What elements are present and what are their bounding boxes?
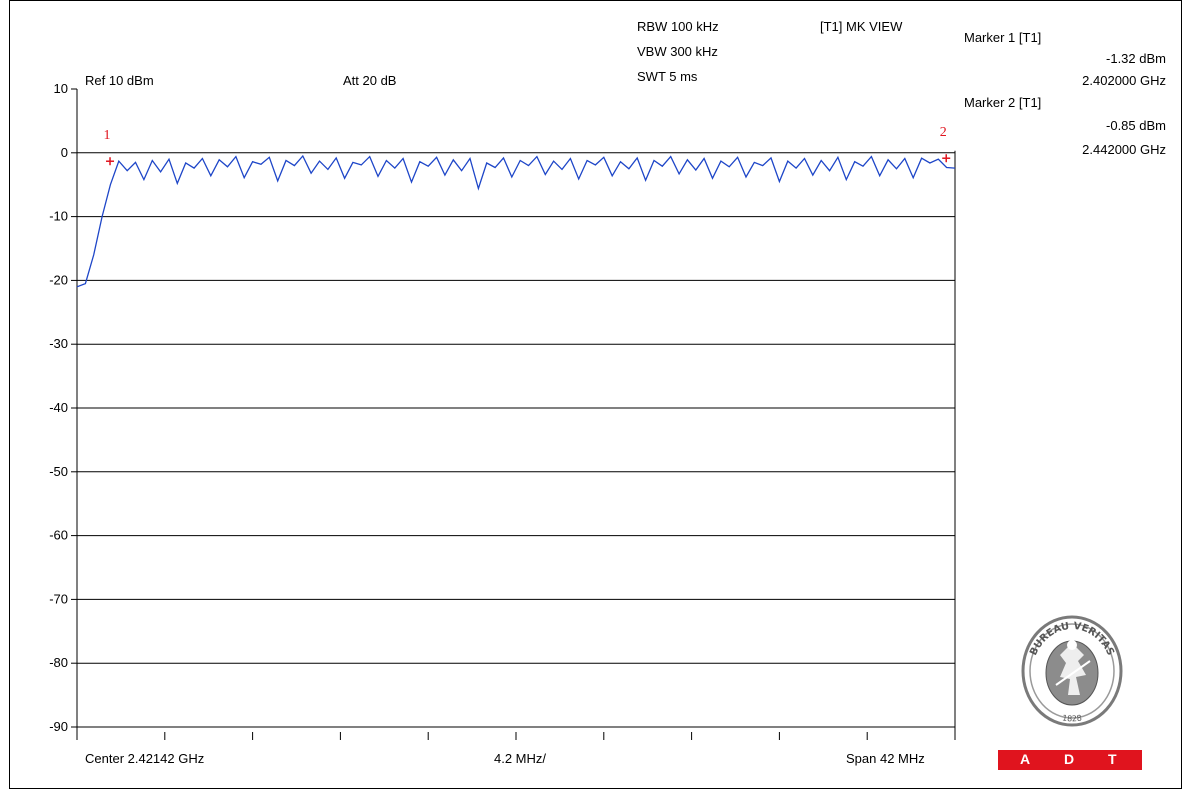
division: 4.2 MHz/ bbox=[494, 751, 547, 766]
center-frequency: Center 2.42142 GHz bbox=[85, 751, 205, 766]
y-tick-label: -60 bbox=[49, 528, 68, 543]
marker1-label: Marker 1 [T1] bbox=[964, 30, 1042, 45]
y-tick-label: 0 bbox=[61, 145, 68, 160]
y-tick-label: -40 bbox=[49, 400, 68, 415]
y-tick-label: -50 bbox=[49, 464, 68, 479]
adt-letter-t: T bbox=[1108, 751, 1117, 767]
x-axis-ticks bbox=[76, 732, 956, 740]
adt-letter-d: D bbox=[1064, 751, 1075, 767]
trace-mode: [T1] MK VIEW bbox=[820, 19, 903, 34]
marker-1: 1 bbox=[104, 128, 115, 166]
plot-window bbox=[9, 0, 1182, 789]
ref-level: Ref 10 dBm bbox=[85, 73, 154, 88]
y-tick-label: -10 bbox=[49, 209, 68, 224]
attenuation: Att 20 dB bbox=[343, 73, 397, 88]
y-axis-ticks: 10 0 -10 -20 -30 -40 -50 -60 -70 -80 -90 bbox=[49, 81, 77, 734]
vbw: VBW 300 kHz bbox=[637, 44, 718, 59]
y-tick-label: 10 bbox=[54, 81, 68, 96]
y-tick-label: -80 bbox=[49, 655, 68, 670]
marker1-freq: 2.402000 GHz bbox=[1082, 73, 1166, 88]
y-tick-label: -90 bbox=[49, 719, 68, 734]
marker2-freq: 2.442000 GHz bbox=[1082, 142, 1166, 157]
marker-label: 1 bbox=[104, 128, 111, 143]
bureau-veritas-seal-icon: BUREAU VERITAS 1828 bbox=[1021, 615, 1123, 727]
y-tick-label: -20 bbox=[49, 272, 68, 287]
marker2-label: Marker 2 [T1] bbox=[964, 95, 1042, 110]
adt-badge: A D T bbox=[998, 750, 1142, 770]
marker-label: 2 bbox=[940, 125, 947, 140]
sweep-time: SWT 5 ms bbox=[637, 69, 698, 84]
span: Span 42 MHz bbox=[846, 751, 925, 766]
grid-lines bbox=[76, 89, 956, 733]
y-tick-label: -70 bbox=[49, 591, 68, 606]
marker2-level: -0.85 dBm bbox=[1106, 118, 1166, 133]
marker1-level: -1.32 dBm bbox=[1106, 51, 1166, 66]
y-tick-label: -30 bbox=[49, 336, 68, 351]
rbw: RBW 100 kHz bbox=[637, 19, 719, 34]
adt-letter-a: A bbox=[1020, 751, 1031, 767]
svg-text:1828: 1828 bbox=[1062, 713, 1083, 723]
trace-line bbox=[76, 154, 956, 288]
marker-2: 2 bbox=[940, 125, 951, 163]
